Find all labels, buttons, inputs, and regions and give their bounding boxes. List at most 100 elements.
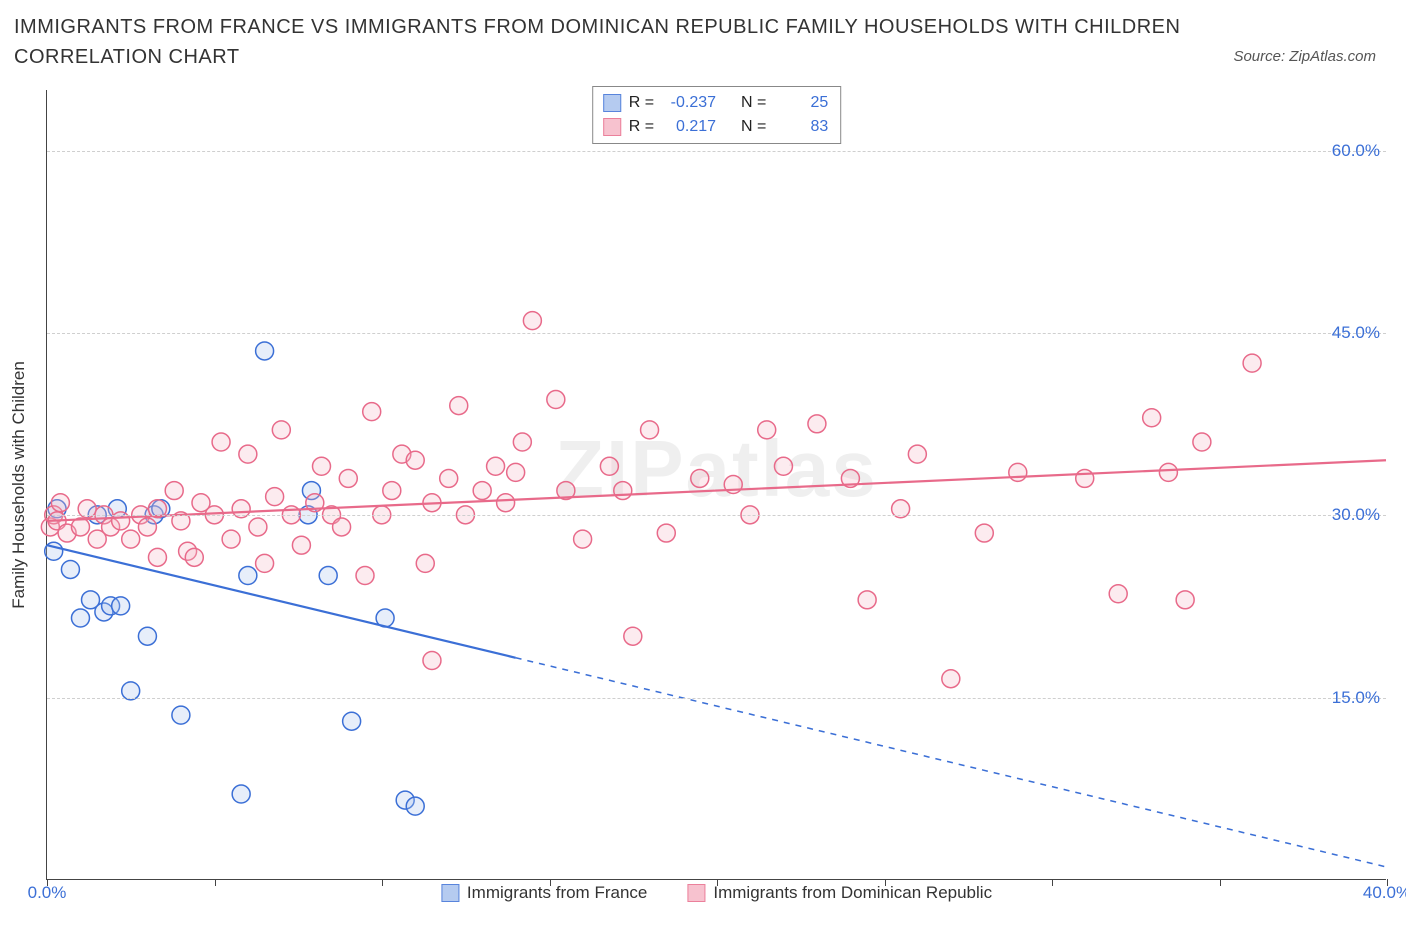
source-label: Source: ZipAtlas.com [1233, 48, 1376, 65]
legend-row-france: R = -0.237 N = 25 [603, 91, 829, 115]
legend-swatch [441, 884, 459, 902]
scatter-point-dominican [858, 591, 876, 609]
scatter-point-dominican [758, 421, 776, 439]
x-tick [550, 879, 551, 886]
chart-plot-area: Family Households with Children ZIPatlas… [46, 90, 1386, 880]
gridline [47, 698, 1386, 699]
legend-item-france: Immigrants from France [441, 883, 647, 903]
legend-correlation-box: R = -0.237 N = 25 R = 0.217 N = 83 [592, 86, 842, 144]
scatter-point-dominican [908, 445, 926, 463]
scatter-point-dominican [363, 403, 381, 421]
scatter-point-france [172, 706, 190, 724]
scatter-point-dominican [383, 482, 401, 500]
scatter-point-dominican [165, 482, 183, 500]
legend-r-label: R = [629, 91, 654, 115]
scatter-point-dominican [51, 494, 69, 512]
scatter-point-dominican [1159, 463, 1177, 481]
legend-n-label: N = [741, 91, 766, 115]
scatter-point-dominican [185, 548, 203, 566]
legend-r-value: 0.217 [662, 115, 716, 139]
trendline-dominican [47, 460, 1386, 521]
scatter-point-dominican [574, 530, 592, 548]
scatter-point-dominican [212, 433, 230, 451]
scatter-point-dominican [222, 530, 240, 548]
legend-item-dominican: Immigrants from Dominican Republic [687, 883, 992, 903]
gridline [47, 333, 1386, 334]
scatter-point-dominican [657, 524, 675, 542]
scatter-point-dominican [808, 415, 826, 433]
legend-series-name: Immigrants from Dominican Republic [713, 883, 992, 903]
legend-series: Immigrants from France Immigrants from Do… [441, 883, 992, 903]
scatter-point-france [256, 342, 274, 360]
scatter-point-dominican [641, 421, 659, 439]
scatter-point-dominican [148, 548, 166, 566]
chart-svg [47, 90, 1386, 879]
scatter-point-france [239, 567, 257, 585]
scatter-point-dominican [272, 421, 290, 439]
scatter-point-dominican [313, 457, 331, 475]
x-tick-label: 0.0% [28, 883, 67, 903]
x-tick [717, 879, 718, 886]
scatter-point-france [71, 609, 89, 627]
legend-n-value: 83 [774, 115, 828, 139]
scatter-point-dominican [406, 451, 424, 469]
legend-swatch [603, 94, 621, 112]
scatter-point-dominican [1243, 354, 1261, 372]
scatter-point-france [112, 597, 130, 615]
scatter-point-dominican [691, 469, 709, 487]
scatter-point-dominican [473, 482, 491, 500]
scatter-point-dominican [122, 530, 140, 548]
y-tick-label: 15.0% [1332, 688, 1380, 708]
scatter-point-dominican [292, 536, 310, 554]
scatter-point-dominican [1193, 433, 1211, 451]
scatter-point-dominican [497, 494, 515, 512]
scatter-point-dominican [333, 518, 351, 536]
scatter-point-dominican [1176, 591, 1194, 609]
scatter-point-france [406, 797, 424, 815]
scatter-point-dominican [1143, 409, 1161, 427]
scatter-point-dominican [774, 457, 792, 475]
scatter-point-dominican [614, 482, 632, 500]
x-tick-label: 40.0% [1363, 883, 1406, 903]
scatter-point-dominican [507, 463, 525, 481]
legend-row-dominican: R = 0.217 N = 83 [603, 115, 829, 139]
scatter-point-france [319, 567, 337, 585]
scatter-point-dominican [1076, 469, 1094, 487]
x-tick [1220, 879, 1221, 886]
scatter-point-dominican [975, 524, 993, 542]
legend-r-label: R = [629, 115, 654, 139]
scatter-point-dominican [600, 457, 618, 475]
trendline-dashed-france [516, 658, 1386, 867]
scatter-point-dominican [249, 518, 267, 536]
scatter-point-dominican [416, 554, 434, 572]
scatter-point-dominican [266, 488, 284, 506]
x-tick [1052, 879, 1053, 886]
scatter-point-dominican [547, 391, 565, 409]
legend-swatch [603, 118, 621, 136]
scatter-point-dominican [1109, 585, 1127, 603]
scatter-point-dominican [339, 469, 357, 487]
gridline [47, 151, 1386, 152]
legend-swatch [687, 884, 705, 902]
scatter-point-france [61, 560, 79, 578]
scatter-point-dominican [624, 627, 642, 645]
scatter-point-france [343, 712, 361, 730]
scatter-point-dominican [523, 312, 541, 330]
scatter-point-dominican [138, 518, 156, 536]
scatter-point-dominican [513, 433, 531, 451]
legend-n-value: 25 [774, 91, 828, 115]
legend-n-label: N = [741, 115, 766, 139]
legend-r-value: -0.237 [662, 91, 716, 115]
scatter-point-dominican [1009, 463, 1027, 481]
scatter-point-france [232, 785, 250, 803]
y-tick-label: 60.0% [1332, 141, 1380, 161]
gridline [47, 515, 1386, 516]
legend-series-name: Immigrants from France [467, 883, 647, 903]
scatter-point-dominican [942, 670, 960, 688]
y-axis-title: Family Households with Children [9, 361, 29, 609]
y-tick-label: 45.0% [1332, 323, 1380, 343]
chart-title: IMMIGRANTS FROM FRANCE VS IMMIGRANTS FRO… [14, 12, 1186, 72]
scatter-point-dominican [356, 567, 374, 585]
y-tick-label: 30.0% [1332, 505, 1380, 525]
x-tick [885, 879, 886, 886]
